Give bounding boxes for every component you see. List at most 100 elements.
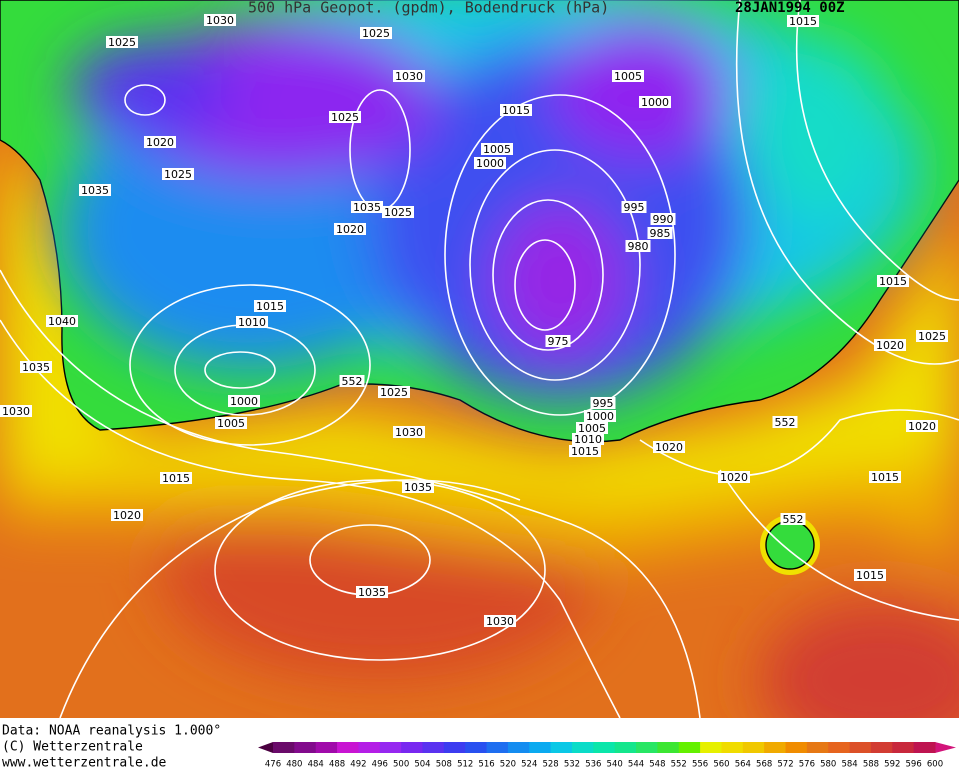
label-box — [339, 375, 365, 387]
colorbar-tick-label: 524 — [521, 760, 537, 770]
label-box — [351, 201, 383, 213]
label-box — [500, 104, 532, 116]
label-box — [854, 569, 886, 581]
label-box — [20, 361, 52, 373]
colorbar-swatch — [571, 742, 594, 753]
label-box — [874, 339, 906, 351]
colorbar-swatch — [507, 742, 530, 753]
colorbar-swatch — [806, 742, 829, 753]
isobar-label: 1015 — [256, 300, 284, 313]
isobar-label: 1020 — [113, 509, 141, 522]
colorbar-high-arrow — [935, 742, 956, 753]
label-box — [393, 70, 425, 82]
colorbar-tick-label: 500 — [393, 760, 409, 770]
colorbar-swatch — [379, 742, 402, 753]
label-box — [877, 275, 909, 287]
isobar-label: 1010 — [238, 316, 266, 329]
isobar-label: 1005 — [578, 422, 606, 435]
colorbar-swatch — [358, 742, 381, 753]
isobar-label: 990 — [653, 213, 674, 226]
colorbar-swatch — [678, 742, 701, 753]
colorbar-tick-label: 496 — [372, 760, 388, 770]
colorbar-swatch — [529, 742, 552, 753]
isobar-label: 1030 — [2, 405, 30, 418]
isobars — [0, 0, 959, 718]
colorbar-swatch — [337, 742, 359, 753]
colorbar-swatch — [913, 742, 936, 753]
colorbar-tick-label: 564 — [735, 760, 751, 770]
colorbar-swatch — [465, 742, 488, 753]
colorbar-tick-label: 576 — [799, 760, 815, 770]
label-box — [228, 395, 260, 407]
colorbar-tick-label: 560 — [713, 760, 729, 770]
label-box — [484, 615, 516, 627]
isobar-label: 1015 — [162, 472, 190, 485]
isobar-label: 985 — [650, 227, 671, 240]
isobar-label: 1005 — [483, 143, 511, 156]
label-box — [329, 111, 361, 123]
isobar-label: 1035 — [22, 361, 50, 374]
label-box — [106, 36, 138, 48]
isobar-label: 1030 — [206, 14, 234, 27]
colorbar-tick-label: 568 — [756, 760, 772, 770]
colorbar-tick-label: 584 — [841, 760, 857, 770]
label-box — [378, 386, 410, 398]
label-box — [906, 420, 938, 432]
colorbar-swatch — [636, 742, 658, 753]
colorbar-tick-label: 592 — [884, 760, 900, 770]
isobar-label: 1030 — [395, 70, 423, 83]
isobar-label: 1020 — [908, 420, 936, 433]
isobar-label: 552 — [783, 513, 804, 526]
isobar-label: 1035 — [404, 481, 432, 494]
colorbar-tick-label: 488 — [329, 760, 345, 770]
colorbar-tick-label: 548 — [649, 760, 665, 770]
label-box — [572, 433, 604, 445]
isobar-label: 1015 — [879, 275, 907, 288]
colorbar-tick-label: 492 — [350, 760, 366, 770]
isobar-label: 1030 — [395, 426, 423, 439]
colorbar-swatch — [443, 742, 466, 753]
colorbar-tick-label: 528 — [542, 760, 558, 770]
isobar-label: 1000 — [476, 157, 504, 170]
isobar-label: 1000 — [586, 410, 614, 423]
colorbar-tick-label: 508 — [436, 760, 452, 770]
isobar-label: 1035 — [358, 586, 386, 599]
footer: Data: NOAA reanalysis 1.000°(C) Wetterze… — [2, 724, 221, 770]
colorbar: 476 480 484 488 492 496 500 504 508 512 516 520 524 5… — [258, 742, 956, 770]
isobar-label: 1035 — [353, 201, 381, 214]
isobar-label: 1020 — [336, 223, 364, 236]
label-box — [204, 14, 236, 26]
label-box — [545, 335, 571, 347]
label-box — [780, 513, 806, 525]
colorbar-tick-label: 512 — [457, 760, 473, 770]
label-box — [254, 300, 286, 312]
footer-line: www.wetterzentrale.de — [2, 756, 167, 770]
label-box — [474, 157, 506, 169]
colorbar-swatch — [742, 742, 765, 753]
label-box — [382, 206, 414, 218]
isobar-label: 980 — [628, 240, 649, 253]
isobar-label: 1025 — [331, 111, 359, 124]
label-box — [481, 143, 513, 155]
colorbar-swatch — [657, 742, 680, 753]
map-date: 28JAN1994 00Z — [735, 0, 845, 16]
label-box — [718, 471, 750, 483]
colorbar-tick-label: 596 — [906, 760, 922, 770]
colorbar-low-arrow — [258, 742, 273, 753]
colorbar-tick-label: 540 — [607, 760, 623, 770]
label-box — [584, 410, 616, 422]
isobar-label: 1040 — [48, 315, 76, 328]
isobar-label: 1020 — [720, 471, 748, 484]
colorbar-tick-label: 484 — [308, 760, 324, 770]
isobar-label: 552 — [775, 416, 796, 429]
colorbar-tick-label: 544 — [628, 760, 644, 770]
label-box — [772, 416, 798, 428]
colorbar-tick-label: 532 — [564, 760, 580, 770]
colorbar-tick-label: 580 — [820, 760, 836, 770]
isobar-label: 552 — [342, 375, 363, 388]
colorbar-swatch — [849, 742, 872, 753]
colorbar-swatch — [721, 742, 744, 753]
isobar-label: 1015 — [856, 569, 884, 582]
colorbar-swatch — [315, 742, 338, 753]
label-box — [647, 227, 673, 239]
